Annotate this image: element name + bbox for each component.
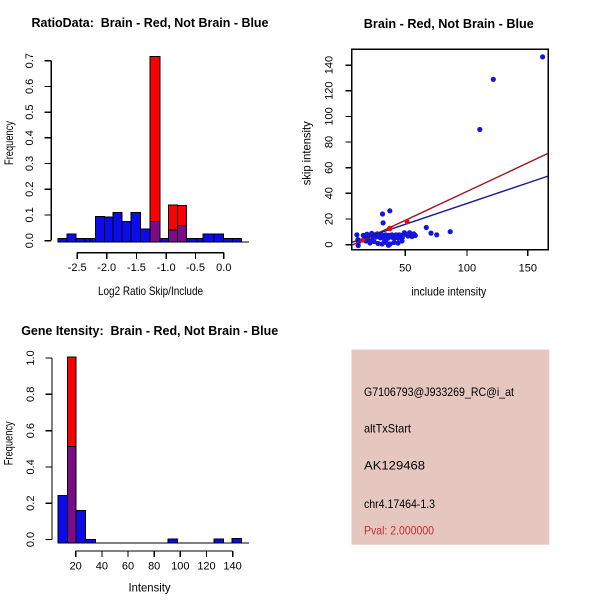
svg-text:Frequency: Frequency xyxy=(2,121,16,165)
svg-text:100: 100 xyxy=(458,262,476,274)
svg-text:40: 40 xyxy=(96,561,108,573)
svg-text:120: 120 xyxy=(197,561,215,573)
svg-text:0: 0 xyxy=(324,242,336,248)
svg-text:150: 150 xyxy=(519,262,537,274)
svg-text:-1.5: -1.5 xyxy=(127,262,146,274)
svg-text:80: 80 xyxy=(324,136,336,148)
svg-text:Intensity: Intensity xyxy=(129,581,171,595)
svg-text:-0.5: -0.5 xyxy=(186,262,205,274)
svg-text:0.3: 0.3 xyxy=(24,156,36,171)
svg-text:Frequency: Frequency xyxy=(2,421,16,465)
svg-text:60: 60 xyxy=(122,561,134,573)
svg-text:RatioData: Brain - Red, Not B: RatioData: Brain - Red, Not Brain - Blue xyxy=(32,15,269,30)
svg-text:0.8: 0.8 xyxy=(25,387,37,402)
svg-text:100: 100 xyxy=(324,107,336,125)
svg-text:Brain - Red, Not Brain - Blue: Brain - Red, Not Brain - Blue xyxy=(364,16,534,31)
svg-text:0.4: 0.4 xyxy=(25,459,37,474)
svg-text:-1.0: -1.0 xyxy=(157,262,176,274)
svg-text:G7106793@J933269_RC@i_at: G7106793@J933269_RC@i_at xyxy=(364,385,515,399)
svg-text:40: 40 xyxy=(324,187,336,199)
svg-text:0.0: 0.0 xyxy=(24,233,36,248)
svg-text:140: 140 xyxy=(223,561,241,573)
svg-text:-2.5: -2.5 xyxy=(68,262,87,274)
svg-text:100: 100 xyxy=(171,561,189,573)
svg-text:0.4: 0.4 xyxy=(24,130,36,145)
svg-text:Log2 Ratio Skip/Include: Log2 Ratio Skip/Include xyxy=(98,284,203,298)
svg-text:1.0: 1.0 xyxy=(25,350,37,365)
svg-text:0.7: 0.7 xyxy=(24,53,36,68)
svg-text:Pval: 2.000000: Pval: 2.000000 xyxy=(364,524,434,538)
svg-text:120: 120 xyxy=(324,82,336,100)
svg-text:80: 80 xyxy=(148,561,160,573)
svg-text:altTxStart: altTxStart xyxy=(364,422,412,436)
svg-text:0.0: 0.0 xyxy=(216,262,231,274)
svg-text:0.2: 0.2 xyxy=(24,182,36,197)
svg-text:include intensity: include intensity xyxy=(411,285,486,299)
svg-text:Gene Itensity: Brain - Red, N: Gene Itensity: Brain - Red, Not Brain - … xyxy=(21,323,278,338)
svg-text:60: 60 xyxy=(324,162,336,174)
svg-text:20: 20 xyxy=(324,213,336,225)
svg-text:0.0: 0.0 xyxy=(25,532,37,547)
svg-text:skip intensity: skip intensity xyxy=(299,121,313,185)
svg-text:0.1: 0.1 xyxy=(24,207,36,222)
svg-text:0.6: 0.6 xyxy=(24,79,36,94)
svg-text:50: 50 xyxy=(399,262,411,274)
svg-text:140: 140 xyxy=(324,56,336,74)
svg-text:chr4.17464-1.3: chr4.17464-1.3 xyxy=(364,497,435,511)
svg-text:0.5: 0.5 xyxy=(24,104,36,119)
svg-text:AK129468: AK129468 xyxy=(364,459,425,473)
svg-text:-2.0: -2.0 xyxy=(97,262,116,274)
svg-text:0.6: 0.6 xyxy=(25,423,37,438)
svg-text:0.2: 0.2 xyxy=(25,496,37,511)
svg-text:20: 20 xyxy=(70,561,82,573)
